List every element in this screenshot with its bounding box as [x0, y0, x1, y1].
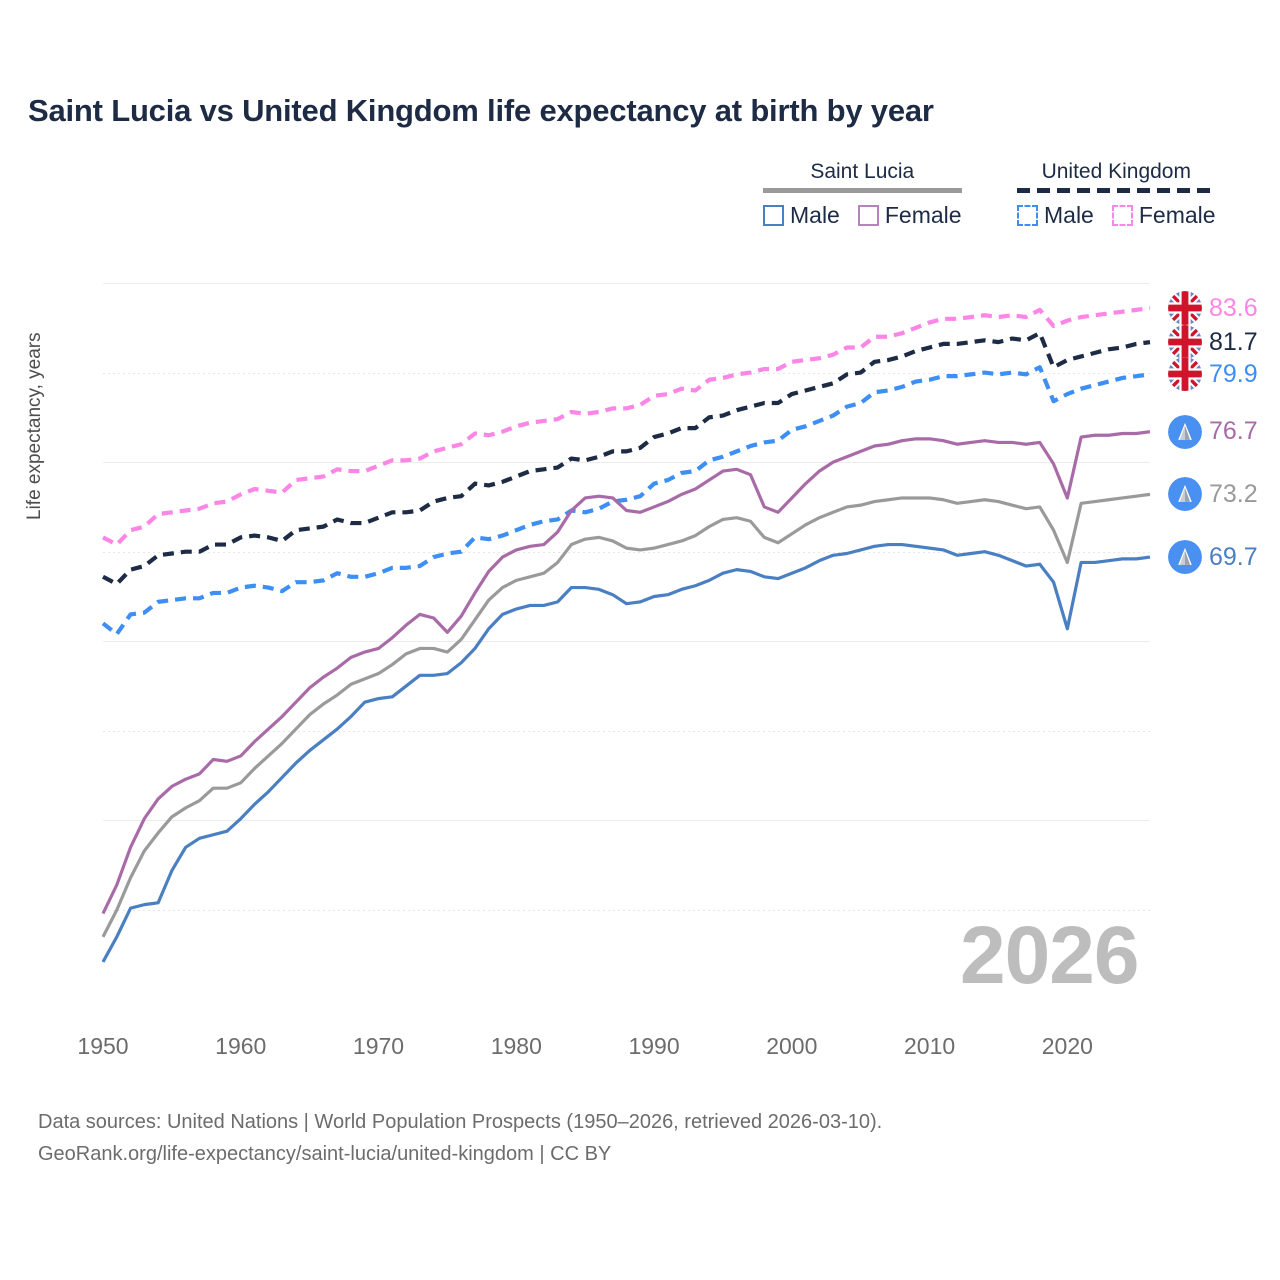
plot-area [101, 283, 1151, 963]
legend-item-label: Male [1044, 202, 1094, 228]
year-watermark: 2026 [960, 910, 1139, 1001]
gridline [103, 283, 1150, 284]
end-marker-sl-total: 73.2 [1168, 477, 1258, 512]
footer: Data sources: United Nations | World Pop… [38, 1106, 1238, 1171]
end-marker-sl-male: 69.7 [1168, 540, 1258, 575]
union-jack-flag-icon [1168, 325, 1202, 360]
series-line-sl-total [101, 492, 1151, 938]
end-marker-value: 79.9 [1209, 359, 1258, 388]
end-marker-value: 73.2 [1209, 479, 1258, 508]
legend-group-united-kingdom: United Kingdom Male Female [1017, 160, 1216, 229]
gridline [103, 372, 1150, 374]
footer-attribution: GeoRank.org/life-expectancy/saint-lucia/… [38, 1143, 612, 1166]
series-line-uk-female [102, 305, 1151, 547]
gridline [103, 730, 1150, 732]
footer-data-sources: Data sources: United Nations | World Pop… [38, 1111, 883, 1133]
legend-swatch-icon [857, 205, 879, 226]
x-axis-tick-label: 1980 [490, 1033, 542, 1059]
x-axis-tick-label: 1950 [77, 1033, 129, 1059]
end-marker-sl-female: 76.7 [1168, 414, 1258, 449]
end-marker-uk-female: 83.6 [1168, 291, 1258, 326]
page-title: Saint Lucia vs United Kingdom life expec… [28, 93, 934, 128]
legend-swatch-icon [763, 205, 784, 226]
legend-group-title: United Kingdom [1041, 160, 1191, 183]
series-line-sl-female [101, 430, 1151, 915]
series-line-uk-total [102, 331, 1151, 587]
gridline [103, 551, 1150, 553]
legend-item-saint-lucia-male[interactable]: Male [763, 202, 840, 229]
legend-rule-solid [763, 188, 962, 193]
legend-swatch-icon [1017, 205, 1038, 226]
gridline [103, 820, 1150, 822]
x-axis-tick-label: 2000 [766, 1033, 818, 1059]
x-axis-tick-label: 1990 [628, 1033, 680, 1059]
legend-item-saint-lucia-female[interactable]: Female [857, 202, 962, 229]
end-marker-value: 76.7 [1209, 417, 1258, 446]
series-lines [101, 305, 1151, 963]
x-axis-tick-label: 2020 [1041, 1033, 1093, 1059]
legend-group-title: Saint Lucia [810, 160, 915, 183]
y-axis-label: Life expectancy, years [24, 332, 45, 520]
series-line-sl-male [101, 542, 1151, 963]
gridline [103, 462, 1150, 464]
legend-item-united-kingdom-female[interactable]: Female [1111, 202, 1216, 229]
x-axis-tick-label: 1970 [352, 1033, 405, 1059]
gridline [103, 910, 1150, 911]
legend-rule-dashed [1017, 188, 1216, 193]
legend-swatch-icon [1111, 205, 1133, 226]
saint-lucia-flag-icon [1168, 414, 1202, 449]
end-marker-uk-male: 79.9 [1168, 357, 1258, 392]
end-marker-value: 83.6 [1209, 293, 1258, 322]
gridline [103, 641, 1150, 643]
legend-item-label: Male [790, 202, 840, 228]
legend-item-label: Female [1138, 202, 1216, 228]
union-jack-flag-icon [1168, 357, 1202, 392]
end-marker-value: 69.7 [1209, 542, 1258, 571]
legend-group-saint-lucia: Saint Lucia Male Female [763, 160, 962, 229]
series-line-uk-male [101, 365, 1151, 637]
x-axis-tick-label: 2010 [903, 1033, 956, 1059]
saint-lucia-flag-icon [1168, 540, 1202, 575]
x-axis-tick-label: 1960 [215, 1033, 267, 1059]
saint-lucia-flag-icon [1168, 477, 1202, 512]
union-jack-flag-icon [1168, 291, 1202, 326]
end-marker-value: 81.7 [1209, 327, 1258, 356]
chart-legend: Saint Lucia Male Female United Kingdom M… [755, 160, 1255, 240]
legend-item-united-kingdom-male[interactable]: Male [1017, 202, 1094, 229]
end-marker-uk-total: 81.7 [1168, 325, 1258, 360]
legend-item-label: Female [884, 202, 962, 228]
